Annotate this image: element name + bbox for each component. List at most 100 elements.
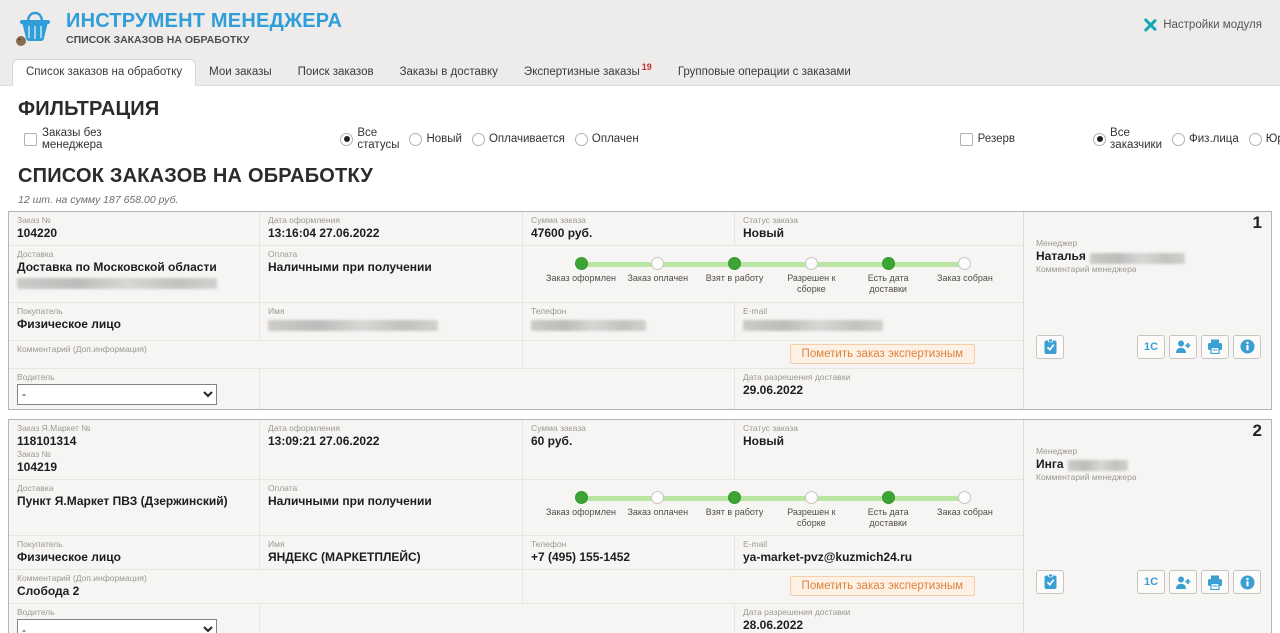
print-button[interactable] — [1201, 334, 1229, 359]
radio-icon — [471, 132, 485, 146]
order-card-2: Заказ Я.Маркет № 118101314 Заказ № 104219 … — [8, 418, 1272, 633]
info-button[interactable] — [1233, 570, 1261, 595]
filter-status-paid[interactable]: Оплачен — [574, 132, 639, 146]
order-progress: Заказ оформлен Заказ оплачен Взят в рабо… — [522, 245, 1023, 302]
progress-step: Заказ собран — [929, 257, 1001, 296]
checkbox-icon — [24, 132, 37, 146]
delivery-method: Доставка по Московской области — [17, 260, 217, 275]
person-plus-icon — [1176, 340, 1191, 354]
app-subtitle: СПИСОК ЗАКАЗОВ НА ОБРАБОТКУ — [66, 34, 250, 46]
progress-dot — [651, 490, 665, 504]
buyer-phone: +7 (495) 155-1452 — [531, 550, 631, 565]
order-sum: 60 руб. — [531, 433, 573, 448]
progress-step: Заказ оформлен — [545, 490, 617, 530]
filter-title: ФИЛЬТРАЦИЯ — [18, 98, 160, 120]
assign-manager-button[interactable] — [1169, 570, 1197, 595]
printer-icon — [1208, 575, 1222, 590]
main-content: ФИЛЬТРАЦИЯ Заказы без менеджера Все стат… — [0, 85, 1280, 633]
progress-step: Разрешен к сборке — [775, 490, 847, 530]
order-number: 104220 — [17, 226, 58, 241]
app-title: ИНСТРУМЕНТ МЕНЕДЖЕРА — [66, 10, 343, 32]
mark-expert-button[interactable]: Пометить заказ экспертизным — [789, 576, 975, 597]
tab-my-orders[interactable]: Мои заказы — [209, 66, 272, 78]
filter-no-manager-checkbox[interactable]: Заказы без менеджера — [24, 127, 102, 151]
radio-icon — [1093, 132, 1107, 146]
print-button[interactable] — [1201, 570, 1229, 595]
progress-dot — [958, 490, 972, 504]
info-icon — [1240, 339, 1254, 354]
order-index: 2 — [1252, 420, 1262, 440]
tab-group-operations[interactable]: Групповые операции с заказами — [677, 66, 851, 78]
app-header: ИНСТРУМЕНТ МЕНЕДЖЕРА СПИСОК ЗАКАЗОВ НА О… — [0, 0, 1280, 56]
progress-step: Взят в работу — [699, 490, 771, 530]
person-plus-icon — [1176, 576, 1191, 589]
clipboard-check-icon — [1044, 338, 1056, 354]
buyer-name: ЯНДЕКС (МАРКЕТПЛЕЙС) — [268, 550, 421, 565]
order-sum: 47600 руб. — [531, 226, 593, 241]
driver-select[interactable]: - — [17, 383, 217, 405]
radio-icon — [574, 132, 588, 146]
driver-select[interactable]: - — [17, 619, 217, 633]
order-side-panel: 1 Менеджер Наталья Комментарий менеджера… — [1023, 212, 1271, 409]
filter-customers-all[interactable]: Все заказчики — [1093, 127, 1162, 151]
tools-icon — [1144, 18, 1157, 32]
filter-customers-individuals[interactable]: Физ.лица — [1172, 132, 1239, 146]
tab-orders-to-delivery[interactable]: Заказы в доставку — [399, 66, 498, 78]
buyer-email: ya-market-pvz@kuzmich24.ru — [743, 550, 913, 565]
order-date: 13:16:04 27.06.2022 — [268, 226, 380, 241]
radio-icon — [340, 132, 354, 146]
printer-icon — [1208, 339, 1222, 355]
tasks-button[interactable] — [1036, 334, 1064, 359]
redacted-surname — [1089, 252, 1185, 264]
orders-list-title: СПИСОК ЗАКАЗОВ НА ОБРАБОТКУ — [18, 165, 373, 187]
assign-manager-button[interactable] — [1169, 334, 1197, 359]
progress-dot — [881, 490, 895, 504]
progress-step: Заказ оформлен — [545, 257, 617, 296]
progress-dot — [804, 490, 818, 504]
delivery-allowed-date: 28.06.2022 — [743, 618, 804, 633]
order-status: Новый — [743, 433, 784, 448]
filter-status-new[interactable]: Новый — [409, 132, 462, 146]
order-number: 104219 — [17, 459, 58, 474]
order-card-1: Заказ № 104220 Дата оформления 13:16:04 27… — [8, 211, 1272, 410]
tasks-button[interactable] — [1036, 570, 1064, 595]
export-1c-button[interactable]: 1С — [1137, 570, 1165, 595]
radio-icon — [1248, 132, 1262, 146]
tab-orders-processing[interactable]: Список заказов на обработку — [12, 59, 197, 86]
filter-status-radios: Все статусы Новый Оплачивается Оплачен — [340, 127, 644, 151]
buyer-type: Физическое лицо — [17, 316, 122, 331]
tab-expert-orders[interactable]: Экспертизные заказы 19 — [523, 62, 652, 78]
progress-dot — [651, 257, 665, 271]
orders-list-summary: 12 шт. на сумму 187 658.00 руб. — [18, 194, 179, 206]
order-index: 1 — [1252, 213, 1262, 232]
progress-dot — [881, 257, 895, 271]
progress-step: Разрешен к сборке — [775, 257, 847, 296]
filter-reserve-checkbox[interactable]: Резерв — [959, 132, 1015, 146]
redacted-email — [743, 319, 883, 331]
clipboard-check-icon — [1044, 574, 1056, 590]
filter-row: Заказы без менеджера Все статусы Новый О… — [24, 127, 1280, 151]
filter-customers-legal[interactable]: Юр.лица — [1248, 132, 1280, 146]
progress-dot — [728, 490, 742, 504]
filter-customer-radios: Все заказчики Физ.лица Юр.лица — [1093, 127, 1280, 151]
progress-dot — [958, 257, 972, 271]
tab-order-search[interactable]: Поиск заказов — [297, 66, 374, 78]
manager-name: Наталья — [1036, 249, 1261, 264]
filter-status-paying[interactable]: Оплачивается — [471, 132, 565, 146]
filter-status-all[interactable]: Все статусы — [340, 127, 399, 151]
manager-name: Инга — [1036, 457, 1261, 472]
module-settings-button[interactable]: Настройки модуля — [1143, 18, 1262, 32]
order-date: 13:09:21 27.06.2022 — [268, 433, 380, 448]
redacted-surname — [1067, 460, 1128, 472]
info-button[interactable] — [1233, 334, 1261, 359]
progress-step: Есть дата доставки — [852, 257, 924, 296]
progress-step: Есть дата доставки — [852, 490, 924, 530]
mark-expert-button[interactable]: Пометить заказ экспертизным — [789, 343, 975, 364]
module-settings-label: Настройки модуля — [1163, 19, 1262, 31]
progress-step: Взят в работу — [699, 257, 771, 296]
export-1c-button[interactable]: 1С — [1137, 334, 1165, 359]
delivery-allowed-date: 29.06.2022 — [743, 382, 804, 397]
tab-bar: Список заказов на обработку Мои заказы П… — [0, 56, 1280, 86]
delivery-method: Пункт Я.Маркет ПВЗ (Дзержинский) — [17, 493, 228, 508]
buyer-type: Физическое лицо — [17, 550, 122, 565]
